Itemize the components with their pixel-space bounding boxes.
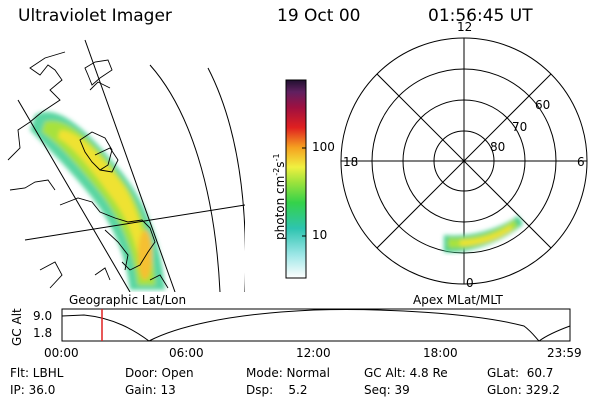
mlt-label-0: 0 (466, 276, 474, 290)
time-tick-1200: 12:00 (296, 346, 331, 360)
status-flt: Flt: LBHL (10, 366, 64, 380)
polar-panel-label: Apex MLat/MLT (413, 293, 503, 307)
mlat-label-70: 70 (512, 120, 528, 134)
status-seq: Seq: 39 (364, 383, 410, 397)
date-label: 19 Oct 00 (277, 6, 361, 26)
polar-plot (340, 37, 588, 285)
status-gcalt: GC Alt: 4.8 Re (364, 366, 448, 380)
time-tick-0600: 06:00 (169, 346, 204, 360)
time-tick-1800: 18:00 (423, 346, 458, 360)
mlat-label-80: 80 (490, 140, 506, 154)
alt-tick-1-8: 1.8 (33, 326, 53, 340)
geo-panel-label: Geographic Lat/Lon (69, 293, 187, 307)
altitude-strip (61, 308, 571, 342)
geographic-map (7, 39, 245, 292)
alt-tick-9: 9.0 (33, 309, 53, 323)
colorbar-tick-10: 10 (312, 228, 328, 242)
time-label: 01:56:45 UT (428, 6, 533, 26)
status-ip: IP: 36.0 (10, 383, 56, 397)
mlt-label-18: 18 (343, 155, 359, 169)
time-tick-0000: 00:00 (44, 346, 79, 360)
status-glat: GLat: 60.7 (487, 366, 554, 380)
alt-axis-label: GC Alt (10, 308, 24, 346)
time-tick-2359: 23:59 (547, 346, 582, 360)
mlat-label-60: 60 (535, 98, 551, 112)
status-dsp: Dsp: 5.2 (246, 383, 308, 397)
mlt-label-12: 12 (457, 20, 473, 34)
geo-grid (17, 39, 245, 292)
coastlines (7, 51, 169, 289)
status-mode: Mode: Normal (246, 366, 330, 380)
colorbar (285, 79, 307, 279)
colorbar-tick-100: 100 (312, 140, 335, 154)
mlt-label-6: 6 (577, 155, 585, 169)
mlt-line-diag2 (376, 73, 552, 249)
app-title: Ultraviolet Imager (18, 6, 172, 26)
status-door: Door: Open (125, 366, 194, 380)
status-glon: GLon: 329.2 (487, 383, 560, 397)
aurora-band-polar (444, 216, 523, 253)
aurora-band-geo (30, 111, 165, 290)
colorbar-label: photon cm-2s-1 (272, 153, 287, 240)
altitude-curve (61, 309, 571, 342)
status-gain: Gain: 13 (125, 383, 176, 397)
